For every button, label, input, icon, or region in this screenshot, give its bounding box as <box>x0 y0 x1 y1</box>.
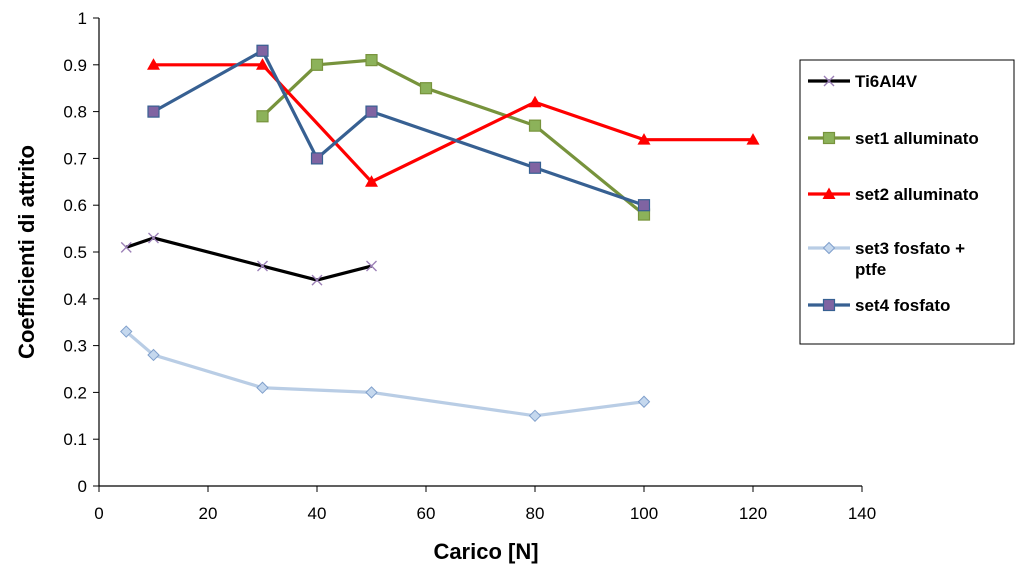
axes: 0 0.1 0.2 0.3 0.4 0.5 0.6 0.7 0.8 0.9 1 0 20 40 60 80 10… <box>63 9 876 523</box>
x-tick-label: 100 <box>630 504 658 523</box>
series-line <box>125 236 372 282</box>
series-line <box>125 330 645 418</box>
legend-item-5: set4 fosfato <box>808 296 950 315</box>
data-point <box>120 241 132 253</box>
data-point <box>528 119 542 132</box>
y-tick-label: 0.4 <box>63 290 87 309</box>
series-line <box>152 49 645 207</box>
y-tick-label: 1 <box>78 9 87 28</box>
data-point <box>823 75 835 87</box>
data-point <box>822 298 836 312</box>
data-point <box>528 161 542 174</box>
data-point <box>365 105 378 118</box>
data-point <box>256 58 269 70</box>
x-tick-label: 40 <box>308 504 327 523</box>
x-tick-label: 140 <box>848 504 876 523</box>
legend: Ti6Al4V set1 alluminato set2 alluminato set… <box>799 59 1015 345</box>
x-tick-label: 120 <box>739 504 767 523</box>
data-point <box>637 199 651 212</box>
y-tick-label: 0.6 <box>63 196 87 215</box>
legend-box <box>799 59 1015 345</box>
legend-item-4: set3 fosfato + ptfe <box>808 239 965 279</box>
data-point <box>256 381 269 394</box>
y-tick-label: 0.5 <box>63 243 87 262</box>
x-tick-label: 0 <box>94 504 103 523</box>
data-point <box>310 58 324 71</box>
data-point <box>822 131 836 145</box>
series-layer <box>120 44 760 423</box>
data-point <box>147 105 160 118</box>
x-tick-label: 80 <box>526 504 545 523</box>
legend-label: Ti6Al4V <box>855 72 918 91</box>
data-point <box>310 152 324 165</box>
series-4 <box>120 325 651 423</box>
data-point <box>528 409 542 423</box>
data-point <box>746 133 760 145</box>
data-point <box>822 187 836 199</box>
legend-label: set3 fosfato + <box>855 239 965 258</box>
y-tick-label: 0.1 <box>63 430 87 449</box>
data-point <box>365 54 378 67</box>
x-tick-label: 20 <box>199 504 218 523</box>
data-point <box>147 58 160 70</box>
series-2 <box>256 54 651 221</box>
legend-label: set2 alluminato <box>855 185 979 204</box>
data-point <box>528 95 542 108</box>
series-3 <box>147 58 760 187</box>
data-point <box>366 260 377 272</box>
data-point <box>256 110 269 123</box>
legend-item-2: set1 alluminato <box>808 129 979 148</box>
legend-label: set4 fosfato <box>855 296 950 315</box>
y-tick-label: 0.9 <box>63 56 87 75</box>
legend-item-3: set2 alluminato <box>808 185 979 204</box>
y-tick-label: 0.7 <box>63 149 87 168</box>
x-tick-label: 60 <box>417 504 436 523</box>
data-point <box>822 241 836 255</box>
series-1 <box>120 232 377 286</box>
data-point <box>637 395 651 408</box>
data-point <box>120 325 133 338</box>
data-point <box>148 232 159 244</box>
series-5 <box>147 44 651 212</box>
legend-item-1: Ti6Al4V <box>808 72 918 91</box>
series-line <box>261 58 646 216</box>
y-axis-title: Coefficienti di attrito <box>14 145 39 359</box>
y-tick-label: 0.8 <box>63 103 87 122</box>
y-tick-label: 0.3 <box>63 337 87 356</box>
y-tick-label: 0 <box>78 477 87 496</box>
data-point <box>637 133 651 145</box>
data-point <box>147 348 160 362</box>
data-point <box>365 175 378 187</box>
series-line <box>153 63 753 184</box>
legend-label: ptfe <box>855 260 886 279</box>
y-tick-label: 0.2 <box>63 383 87 402</box>
data-point <box>365 386 378 399</box>
data-point <box>311 274 323 286</box>
data-point <box>257 260 268 272</box>
data-point <box>256 44 269 57</box>
legend-label: set1 alluminato <box>855 129 979 148</box>
data-point <box>419 82 433 95</box>
x-axis-title: Carico [N] <box>433 539 538 564</box>
